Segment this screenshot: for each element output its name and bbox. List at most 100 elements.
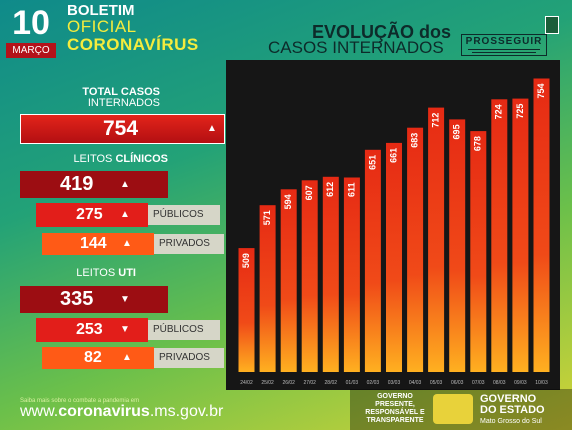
chart-category-label: 24/02	[240, 380, 253, 386]
chart-category-label: 25/02	[261, 380, 274, 386]
chart-title-line2: CASOS INTERNADOS	[268, 38, 444, 57]
chart-bar	[491, 99, 508, 373]
chart-data-label: 725	[515, 104, 525, 119]
uti-publicos-label: PÚBLICOS	[148, 320, 220, 340]
chart-category-label: 09/03	[514, 380, 527, 386]
chart-category-label: 05/03	[430, 380, 443, 386]
arrow-up-icon: ▲	[122, 352, 132, 363]
chart-data-label: 611	[346, 183, 356, 198]
title-coronavirus: CORONAVÍRUS	[67, 35, 199, 54]
chart-data-label: 683	[409, 133, 419, 148]
chart-bar	[533, 78, 550, 372]
clinicos-label: LEITOS CLÍNICOS	[58, 153, 168, 165]
chart-bar	[449, 119, 466, 373]
chart-category-label: 06/03	[451, 380, 464, 386]
chart-category-label: 26/02	[282, 380, 295, 386]
header: 10 MARÇO BOLETIM OFICIAL CORONAVÍRUS EVO…	[0, 0, 572, 62]
total-label-line1: TOTAL CASOS	[82, 86, 160, 98]
gov-name-line3: Mato Grosso do Sul	[480, 418, 542, 425]
chart-bar	[301, 180, 318, 372]
clinicos-value-bar: 419 ▲	[20, 171, 168, 198]
chart-bar	[280, 189, 297, 372]
chart-category-label: 27/02	[303, 380, 316, 386]
chart-data-label: 724	[494, 104, 504, 119]
uti-value-bar: 335 ▼	[20, 286, 168, 313]
arrow-up-icon: ▲	[120, 179, 130, 190]
clinicos-publicos-bar: 275 ▲	[36, 203, 148, 227]
chart-category-label: 03/03	[388, 380, 401, 386]
chart-data-label: 509	[241, 253, 251, 268]
gov-name-line2: DO ESTADO	[480, 404, 545, 416]
uti-privados-bar: 82 ▲	[42, 347, 154, 369]
arrow-up-icon: ▲	[207, 123, 217, 134]
chart-data-label: 651	[367, 155, 377, 170]
chart-bar	[512, 98, 529, 372]
footer-url-prefix: www.	[20, 403, 59, 420]
date-day: 10	[12, 4, 50, 42]
uti-privados-value: 82	[84, 349, 102, 366]
chart-bar	[407, 127, 424, 372]
title-boletim: BOLETIM	[67, 2, 135, 19]
arrow-down-icon: ▼	[120, 294, 130, 305]
total-value: 754	[103, 117, 139, 140]
chart-data-label: 678	[473, 136, 483, 151]
prosseguir-line	[468, 49, 540, 50]
uti-publicos-bar: 253 ▼	[36, 318, 148, 342]
uti-privados-label: PRIVADOS	[154, 348, 224, 368]
chart-bar	[343, 177, 360, 372]
chart-data-label: 754	[536, 84, 546, 99]
footer-url-link[interactable]: www.coronavirus.ms.gov.br	[20, 403, 223, 421]
chart-data-label: 712	[430, 113, 440, 128]
clinicos-privados-label: PRIVADOS	[154, 234, 224, 254]
uti-label-strong: UTI	[118, 267, 136, 279]
chart-bar	[322, 176, 339, 372]
clinicos-privados-bar: 144 ▲	[42, 233, 154, 255]
flag-icon	[545, 16, 559, 34]
gov-slogan: GOVERNO PRESENTE, RESPONSÁVEL E TRANSPAR…	[365, 393, 425, 424]
chart-panel: 509 24/02 571 25/02 594 26/02 607 27/02 612 28/02…	[226, 60, 560, 390]
chart-category-label: 07/03	[472, 380, 485, 386]
chart-bar	[428, 107, 445, 372]
chart-data-label: 571	[262, 210, 272, 225]
gov-name: GOVERNO DO ESTADO Mato Grosso do Sul	[480, 394, 545, 427]
arrow-down-icon: ▼	[120, 324, 130, 335]
title-oficial: OFICIAL	[67, 17, 137, 36]
clinicos-label-prefix: LEITOS	[73, 153, 113, 165]
chart-title-line1: EVOLUÇÃO dos	[312, 22, 452, 42]
chart-bar	[386, 142, 402, 372]
chart-category-label: 02/03	[367, 380, 380, 386]
chart-bar	[238, 248, 255, 372]
chart-data-label: 695	[452, 124, 462, 139]
chart-bar	[259, 205, 276, 372]
prosseguir-logo: PROSSEGUIR	[461, 34, 547, 56]
total-label-line2: INTERNADOS	[87, 97, 160, 109]
chart-category-label: 28/02	[325, 380, 338, 386]
date-month: MARÇO	[6, 43, 56, 58]
footer-url-suffix: .ms.gov.br	[149, 403, 224, 420]
clinicos-publicos-label: PÚBLICOS	[148, 205, 220, 225]
chart-bar	[470, 131, 487, 372]
cases-chart: 509 24/02 571 25/02 594 26/02 607 27/02 612 28/02…	[238, 78, 550, 386]
arrow-up-icon: ▲	[120, 209, 130, 220]
uti-label: LEITOS UTI	[58, 267, 136, 279]
chart-category-label: 08/03	[493, 380, 506, 386]
prosseguir-line	[472, 52, 536, 53]
chart-data-label: 612	[325, 182, 335, 197]
chart-data-label: 607	[304, 185, 314, 200]
chart-data-label: 594	[283, 194, 293, 209]
clinicos-label-strong: CLÍNICOS	[115, 153, 168, 165]
uti-value: 335	[60, 288, 94, 310]
uti-label-prefix: LEITOS	[76, 267, 116, 279]
footer-note: Saiba mais sobre o combate a pandemia em	[20, 398, 140, 404]
chart-category-label: 04/03	[409, 380, 422, 386]
chart-category-label: 01/03	[346, 380, 359, 386]
coat-of-arms-icon	[433, 394, 473, 424]
chart-data-label: 661	[388, 148, 398, 163]
clinicos-privados-value: 144	[80, 235, 107, 252]
chart-category-label: 10/03	[535, 380, 548, 386]
footer-url-strong: coronavirus	[58, 403, 150, 420]
clinicos-value: 419	[60, 173, 94, 195]
uti-publicos-value: 253	[76, 321, 103, 338]
chart-bar	[364, 149, 381, 372]
gov-name-line1: GOVERNO	[480, 393, 537, 405]
